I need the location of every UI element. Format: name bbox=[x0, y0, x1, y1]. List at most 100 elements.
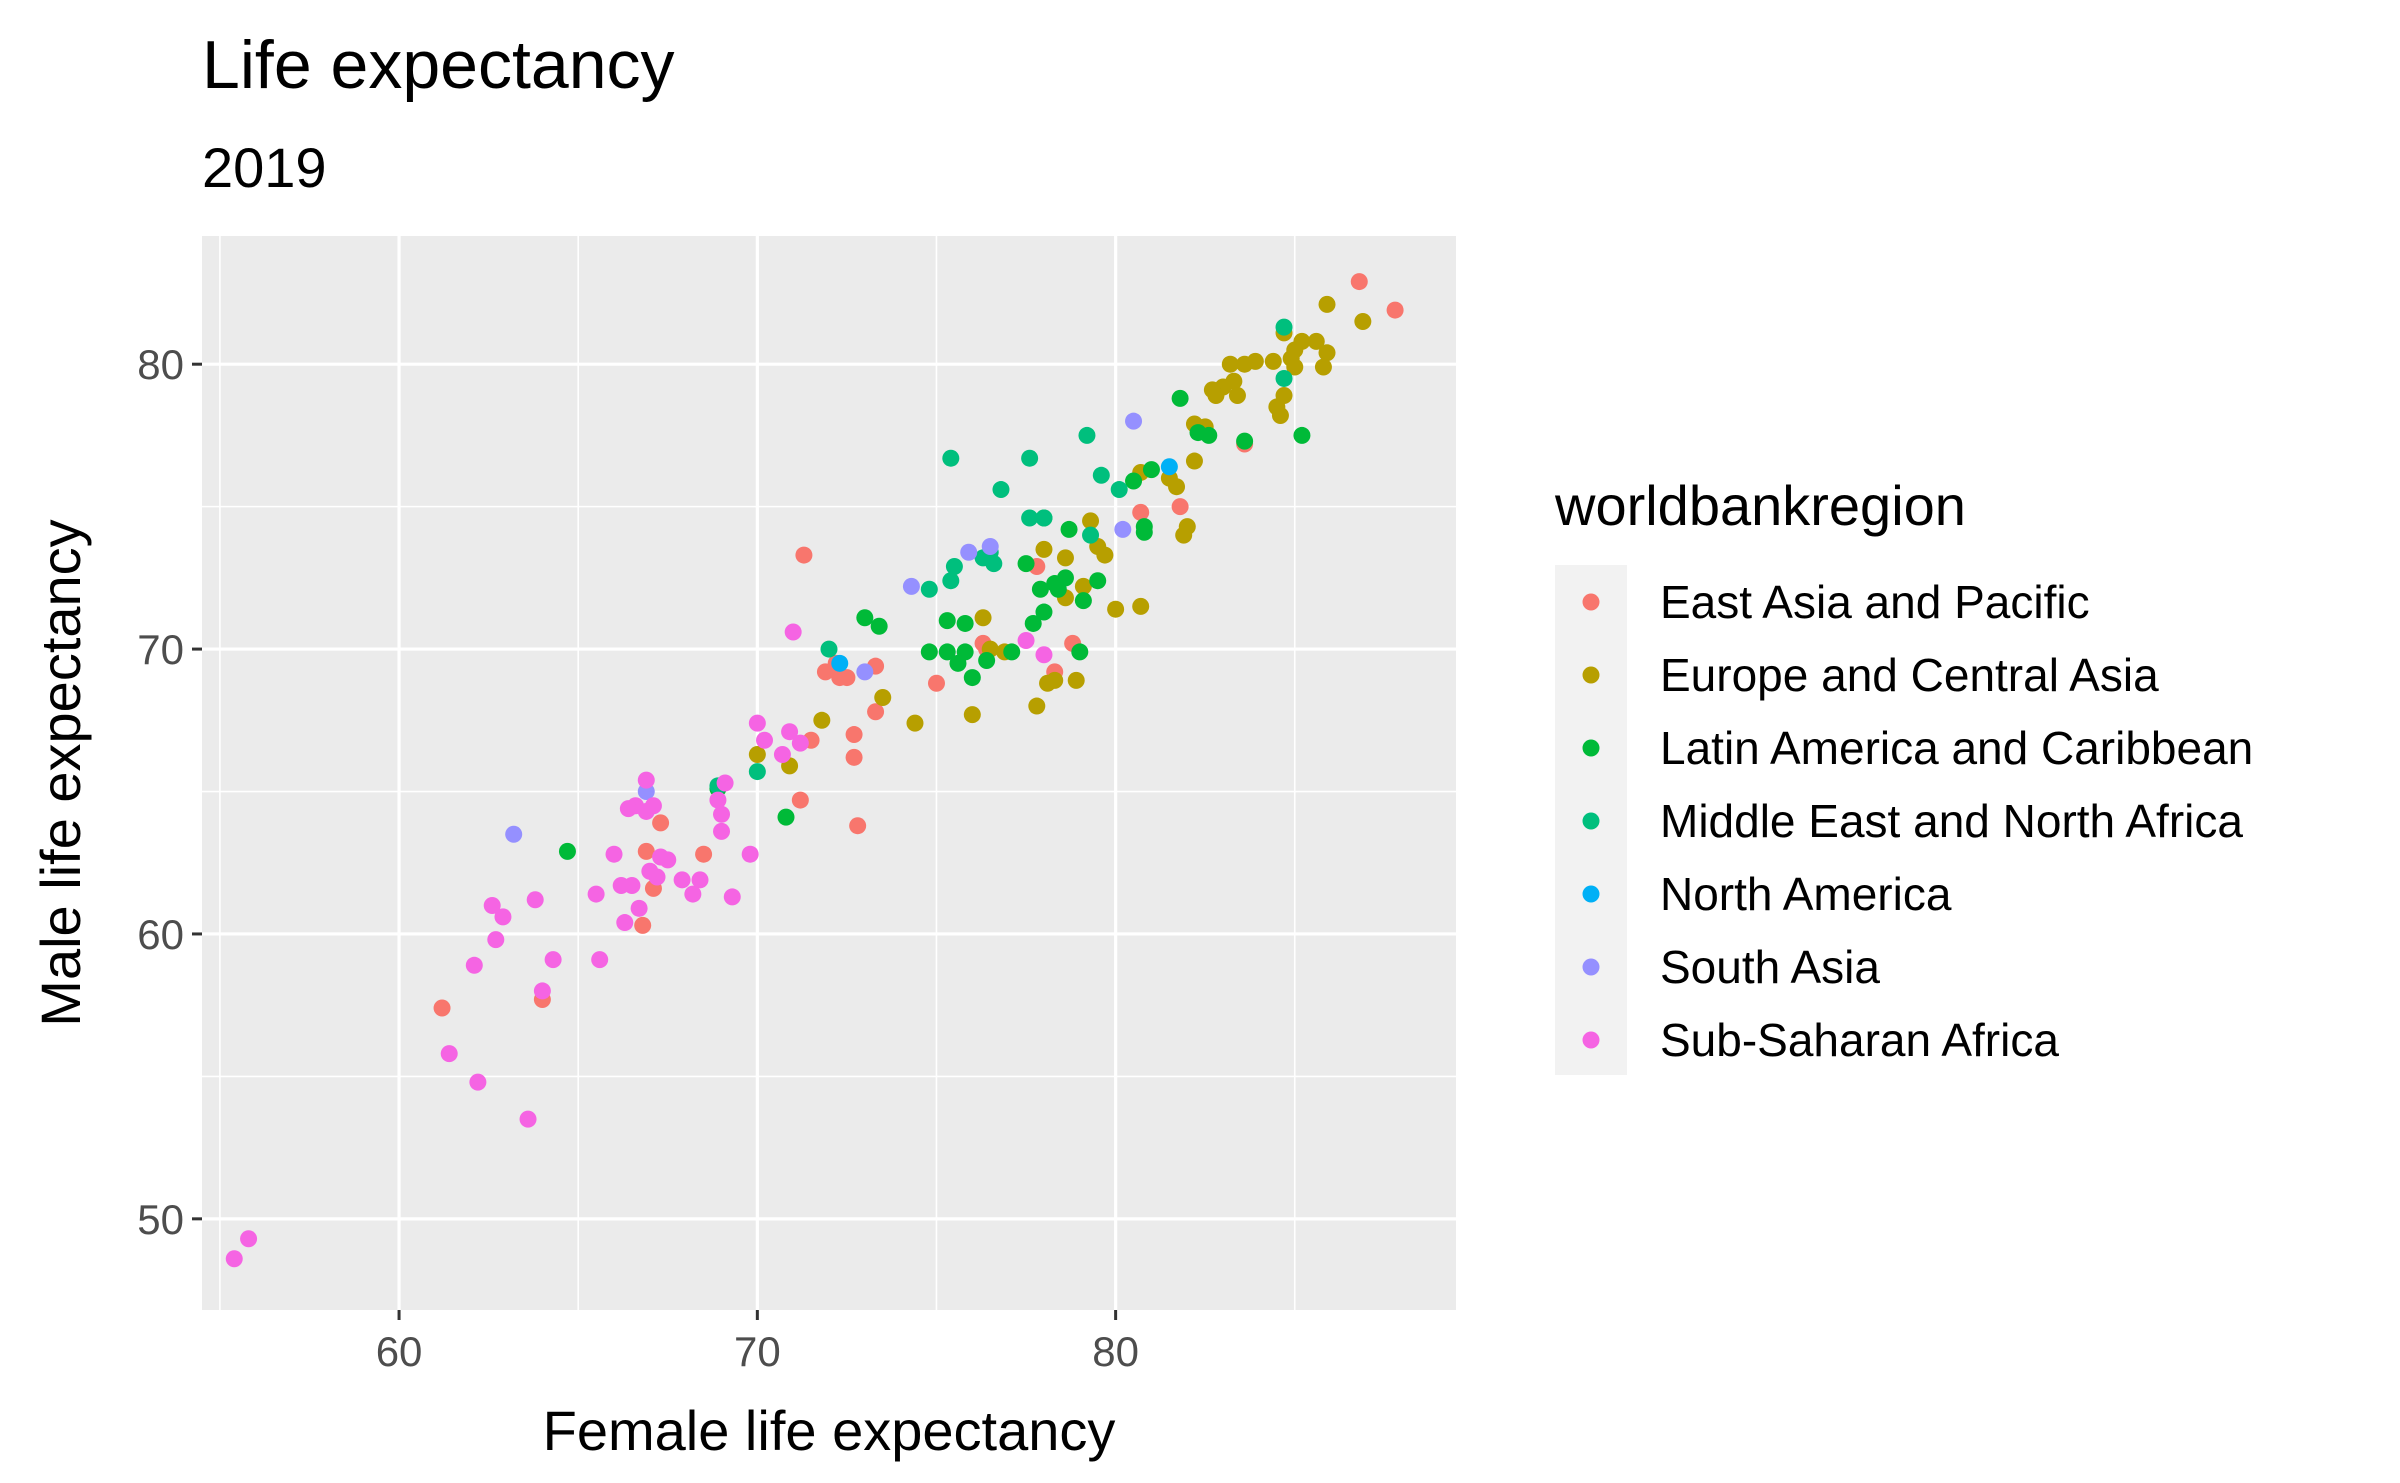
data-point bbox=[831, 654, 849, 672]
data-point bbox=[637, 771, 655, 789]
data-point bbox=[992, 481, 1010, 499]
data-point bbox=[1074, 577, 1092, 595]
data-point bbox=[845, 748, 863, 766]
data-point bbox=[756, 731, 774, 749]
data-point bbox=[985, 555, 1003, 573]
data-point bbox=[1110, 481, 1128, 499]
legend-label: South Asia bbox=[1660, 941, 1880, 993]
data-point bbox=[469, 1073, 487, 1091]
data-point bbox=[558, 842, 576, 860]
data-point bbox=[974, 609, 992, 627]
data-point bbox=[433, 999, 451, 1017]
data-point bbox=[612, 877, 630, 895]
data-point bbox=[440, 1045, 458, 1063]
data-point bbox=[795, 546, 813, 564]
data-point bbox=[619, 800, 637, 818]
legend-label: Sub-Saharan Africa bbox=[1660, 1014, 2059, 1066]
data-point bbox=[1168, 478, 1186, 496]
legend: East Asia and Pacific Europe and Central … bbox=[1582, 576, 2253, 1066]
data-point bbox=[1350, 273, 1368, 291]
data-point bbox=[1046, 671, 1064, 689]
legend-title: worldbankregion bbox=[1554, 474, 1966, 537]
data-point bbox=[949, 654, 967, 672]
data-point bbox=[526, 891, 544, 909]
data-point bbox=[648, 868, 666, 886]
data-point bbox=[1028, 697, 1046, 715]
y-axis-title: Male life expectancy bbox=[29, 519, 92, 1026]
data-point bbox=[1060, 520, 1078, 538]
data-point bbox=[927, 674, 945, 692]
data-point bbox=[791, 734, 809, 752]
data-point bbox=[1318, 344, 1336, 362]
legend-label: Latin America and Caribbean bbox=[1660, 722, 2253, 774]
legend-key bbox=[1582, 958, 1600, 976]
data-point bbox=[1035, 603, 1053, 621]
x-tick-label: 70 bbox=[734, 1328, 781, 1375]
data-point bbox=[591, 951, 609, 969]
data-point bbox=[870, 617, 888, 635]
data-point bbox=[748, 745, 766, 763]
data-point bbox=[856, 609, 874, 627]
data-point bbox=[1107, 600, 1125, 618]
data-point bbox=[691, 871, 709, 889]
data-point bbox=[544, 951, 562, 969]
data-point bbox=[505, 825, 523, 843]
y-tick-label: 60 bbox=[137, 911, 184, 958]
legend-key bbox=[1582, 885, 1600, 903]
data-point bbox=[1228, 387, 1246, 405]
data-point bbox=[616, 914, 634, 932]
data-point bbox=[960, 543, 978, 561]
data-point bbox=[713, 822, 731, 840]
legend-key bbox=[1582, 666, 1600, 684]
legend-label: East Asia and Pacific bbox=[1660, 576, 2090, 628]
data-point bbox=[816, 663, 834, 681]
data-point bbox=[820, 640, 838, 658]
data-point bbox=[605, 845, 623, 863]
data-point bbox=[1142, 461, 1160, 479]
data-point bbox=[1089, 572, 1107, 590]
data-point bbox=[1318, 295, 1336, 313]
data-point bbox=[1082, 526, 1100, 544]
data-point bbox=[1160, 458, 1178, 476]
data-point bbox=[773, 745, 791, 763]
data-point bbox=[938, 643, 956, 661]
data-point bbox=[1171, 389, 1189, 407]
data-point bbox=[1056, 549, 1074, 567]
data-point bbox=[709, 791, 727, 809]
data-point bbox=[1293, 426, 1311, 444]
data-point bbox=[791, 791, 809, 809]
data-point bbox=[673, 871, 691, 889]
data-points bbox=[225, 273, 1404, 1268]
data-point bbox=[1236, 355, 1254, 373]
legend-label: North America bbox=[1660, 868, 1952, 920]
data-point bbox=[874, 689, 892, 707]
data-point bbox=[1071, 643, 1089, 661]
data-point bbox=[1189, 424, 1207, 442]
legend-key bbox=[1582, 1031, 1600, 1049]
data-point bbox=[902, 577, 920, 595]
data-point bbox=[938, 612, 956, 630]
data-point bbox=[942, 449, 960, 467]
data-point bbox=[1092, 466, 1110, 484]
data-point bbox=[856, 663, 874, 681]
data-point bbox=[1207, 387, 1225, 405]
data-point bbox=[1314, 358, 1332, 376]
data-point bbox=[713, 805, 731, 823]
data-point bbox=[1386, 301, 1404, 319]
data-point bbox=[1049, 580, 1067, 598]
data-point bbox=[533, 982, 551, 1000]
data-point bbox=[781, 723, 799, 741]
data-point bbox=[487, 931, 505, 949]
data-point bbox=[942, 572, 960, 590]
data-point bbox=[1082, 512, 1100, 530]
chart-subtitle: 2019 bbox=[202, 136, 327, 199]
x-axis-title: Female life expectancy bbox=[543, 1399, 1116, 1462]
data-point bbox=[634, 916, 652, 934]
data-point bbox=[684, 885, 702, 903]
x-axis-ticks: 60 70 80 bbox=[376, 1310, 1139, 1375]
data-point bbox=[748, 763, 766, 781]
legend-key bbox=[1582, 739, 1600, 757]
minor-gridlines bbox=[202, 236, 1456, 1310]
data-point bbox=[1017, 555, 1035, 573]
